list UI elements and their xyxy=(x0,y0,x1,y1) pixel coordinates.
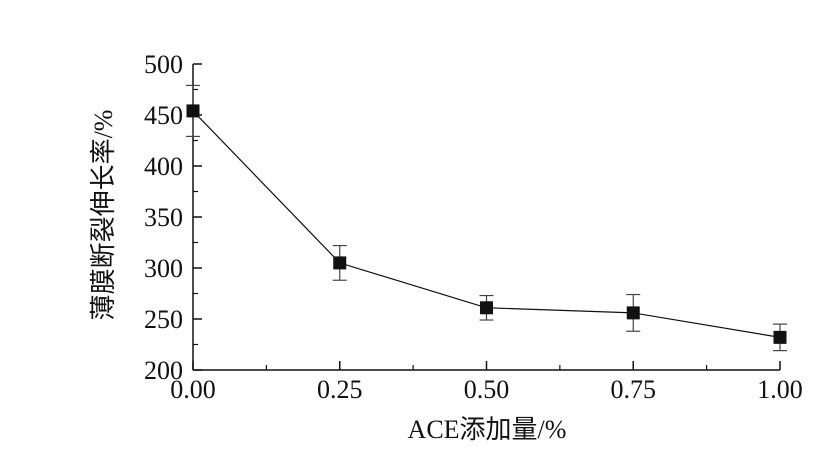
x-tick-label: 0.75 xyxy=(611,375,657,404)
data-point xyxy=(480,301,493,315)
y-tick-label: 200 xyxy=(144,356,183,385)
data-point xyxy=(626,306,640,320)
y-tick-label: 450 xyxy=(144,101,183,130)
data-point xyxy=(773,330,787,344)
y-tick-label: 500 xyxy=(144,50,183,79)
y-axis-title: 薄膜断裂伸长率/% xyxy=(89,110,118,321)
data-point xyxy=(333,256,347,270)
x-tick-label: 0.25 xyxy=(317,375,363,404)
y-tick-label: 300 xyxy=(144,254,183,283)
x-axis-title: ACE添加量/% xyxy=(408,415,567,444)
y-ticks: 200 250 300 350 400 450 500 xyxy=(144,50,202,385)
x-ticks: 0.00 0.25 0.50 0.75 1.00 xyxy=(170,361,803,404)
y-tick-label: 400 xyxy=(144,152,183,181)
y-tick-label: 350 xyxy=(144,203,183,232)
x-tick-label: 1.00 xyxy=(757,375,803,404)
axes xyxy=(192,64,780,371)
y-tick-label: 250 xyxy=(144,305,183,334)
series xyxy=(186,84,787,352)
x-tick-label: 0.50 xyxy=(464,375,510,404)
data-point xyxy=(186,104,200,118)
x-tick-label: 0.00 xyxy=(170,375,216,404)
